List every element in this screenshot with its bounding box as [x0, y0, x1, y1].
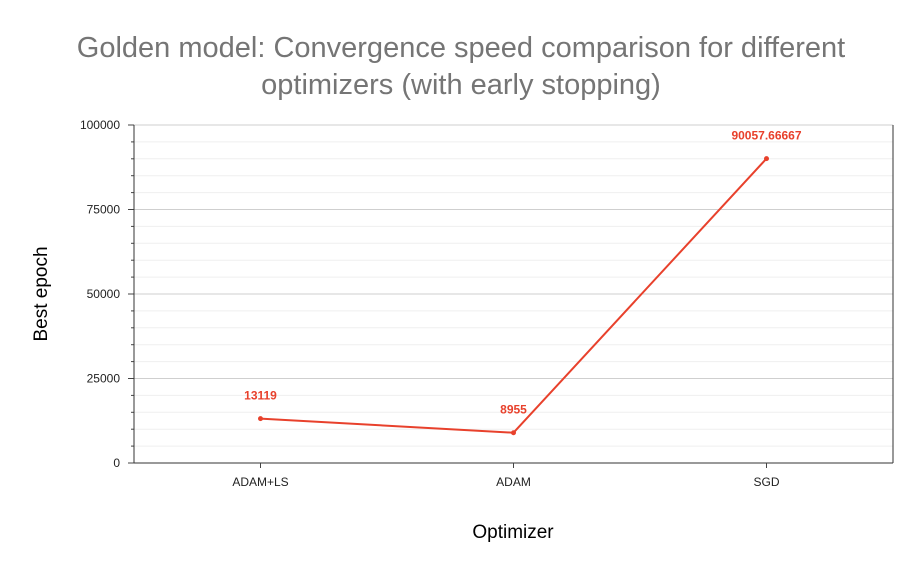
y-tick-label: 0	[113, 456, 120, 470]
x-tick-label: SGD	[753, 475, 779, 489]
axes	[128, 124, 894, 468]
x-tick-label: ADAM+LS	[232, 475, 288, 489]
y-tick-label: 100000	[80, 118, 120, 132]
tick-labels: 0 25000 50000 75000 100000 ADAM+LS ADAM SGD	[80, 118, 780, 489]
data-label: 13119	[244, 389, 277, 403]
data-labels: 13119 8955 90057.66667	[244, 129, 802, 417]
x-tick-label: ADAM	[496, 475, 531, 489]
y-tick-label: 25000	[87, 372, 121, 386]
data-point	[511, 430, 516, 436]
data-label: 8955	[500, 403, 527, 417]
data-point	[258, 416, 263, 422]
chart-title-line-1: Golden model: Convergence speed comparis…	[77, 32, 845, 64]
gridlines	[134, 124, 893, 447]
series-layer	[258, 156, 769, 436]
x-axis-title: Optimizer	[472, 522, 554, 543]
chart-title-line-2: optimizers (with early stopping)	[261, 69, 661, 101]
data-point	[764, 156, 769, 162]
data-label: 90057.66667	[731, 129, 801, 143]
series-line	[260, 157, 768, 434]
y-axis-title: Best epoch	[31, 246, 52, 341]
y-tick-label: 75000	[87, 203, 121, 217]
y-tick-label: 50000	[87, 287, 121, 301]
